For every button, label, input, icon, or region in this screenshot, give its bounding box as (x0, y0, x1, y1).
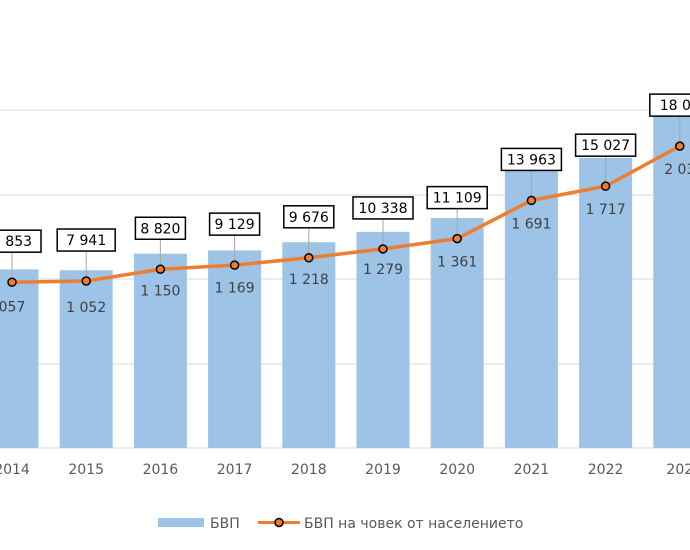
legend-line-label: БВП на човек от населението (304, 516, 523, 532)
line-label-box-2016 (134, 216, 187, 241)
legend: БВП БВП на човек от населението (158, 516, 523, 532)
line-point-2020 (452, 233, 462, 244)
line-label-box-2023 (649, 93, 690, 117)
bar-labels: 057 1 052 1 150 1 169 1 218 1 279 1 361 1 691 1 … (0, 162, 690, 316)
leader-lines (11, 116, 681, 283)
bar-label-2018: 1 218 (289, 272, 329, 288)
line-label-box-2017 (208, 212, 261, 236)
bar-label-2019: 1 279 (363, 262, 403, 278)
line-label-box-2020 (426, 185, 488, 210)
x-tick-2023: 202 (666, 462, 690, 478)
line-label-box-2022 (574, 133, 637, 157)
line-label-2020: 11 109 (433, 191, 482, 207)
x-tick-2015: 2015 (68, 462, 104, 478)
line-label-2018: 9 676 (289, 210, 329, 226)
x-tick-2014: 2014 (0, 462, 30, 478)
line-label-box-2021 (500, 147, 563, 172)
legend-bar-label: БВП (210, 516, 240, 532)
x-tick-2018: 2018 (291, 462, 327, 478)
bar-label-2020: 1 361 (437, 255, 477, 271)
bar-2019 (356, 231, 410, 448)
line-label-box-2014 (0, 229, 42, 253)
bar-label-2021: 1 691 (511, 216, 551, 232)
line-labels: 7 853 7 941 8 820 9 129 9 676 10 338 11 109 13 … (0, 93, 690, 253)
line-point-2016 (155, 264, 166, 275)
line-label-box-2018 (283, 205, 335, 229)
x-tick-2019: 2019 (365, 462, 401, 478)
line-label-2017: 9 129 (215, 217, 255, 233)
line-point-2019 (378, 244, 388, 254)
bar-2022 (579, 157, 633, 448)
x-axis-tick-labels: 2014 2015 2016 2017 2018 2019 2020 2021 2022 202 (0, 462, 690, 478)
line-point-2022 (600, 181, 611, 191)
line-point-2017 (229, 260, 240, 270)
line-label-box-2019 (352, 196, 414, 220)
bar-2014 (0, 269, 39, 448)
line-point-2018 (304, 253, 314, 263)
line-label-2022: 15 027 (581, 138, 630, 154)
line-label-2015: 7 941 (66, 233, 106, 249)
bar-2017 (208, 250, 262, 448)
bar-label-2014: 057 (0, 299, 25, 315)
bar-label-2023: 2 03 (664, 162, 690, 178)
bar-2023 (653, 105, 690, 448)
x-tick-2016: 2016 (143, 462, 179, 478)
bar-label-2015: 1 052 (66, 300, 106, 316)
gridlines (0, 109, 690, 449)
line-label-2019: 10 338 (359, 201, 408, 217)
legend-line-marker (274, 517, 284, 528)
line-point-2014 (7, 277, 17, 287)
line-point-2015 (81, 276, 91, 286)
bar-label-2022: 1 717 (586, 202, 626, 218)
x-tick-2017: 2017 (217, 462, 253, 478)
line-path (11, 144, 681, 284)
x-tick-2020: 2020 (439, 462, 475, 478)
bar-2020 (430, 218, 484, 448)
bar-2016 (133, 253, 187, 448)
line-point-2023 (675, 141, 685, 151)
line-series (7, 141, 685, 287)
bar-label-2017: 1 169 (215, 280, 255, 296)
bars (0, 105, 690, 449)
bar-2015 (59, 270, 113, 448)
line-label-2014: 7 853 (0, 234, 32, 250)
line-label-2016: 8 820 (140, 221, 180, 237)
legend-bar-swatch (158, 518, 204, 527)
x-tick-2022: 2022 (588, 462, 624, 478)
bar-label-2016: 1 150 (140, 284, 180, 300)
line-point-2021 (526, 195, 537, 206)
bar-2018 (282, 242, 336, 448)
line-label-2021: 13 963 (507, 152, 556, 168)
line-label-box-2015 (56, 228, 116, 252)
line-label-2023: 18 02 (660, 98, 690, 114)
x-tick-2021: 2021 (514, 462, 550, 478)
